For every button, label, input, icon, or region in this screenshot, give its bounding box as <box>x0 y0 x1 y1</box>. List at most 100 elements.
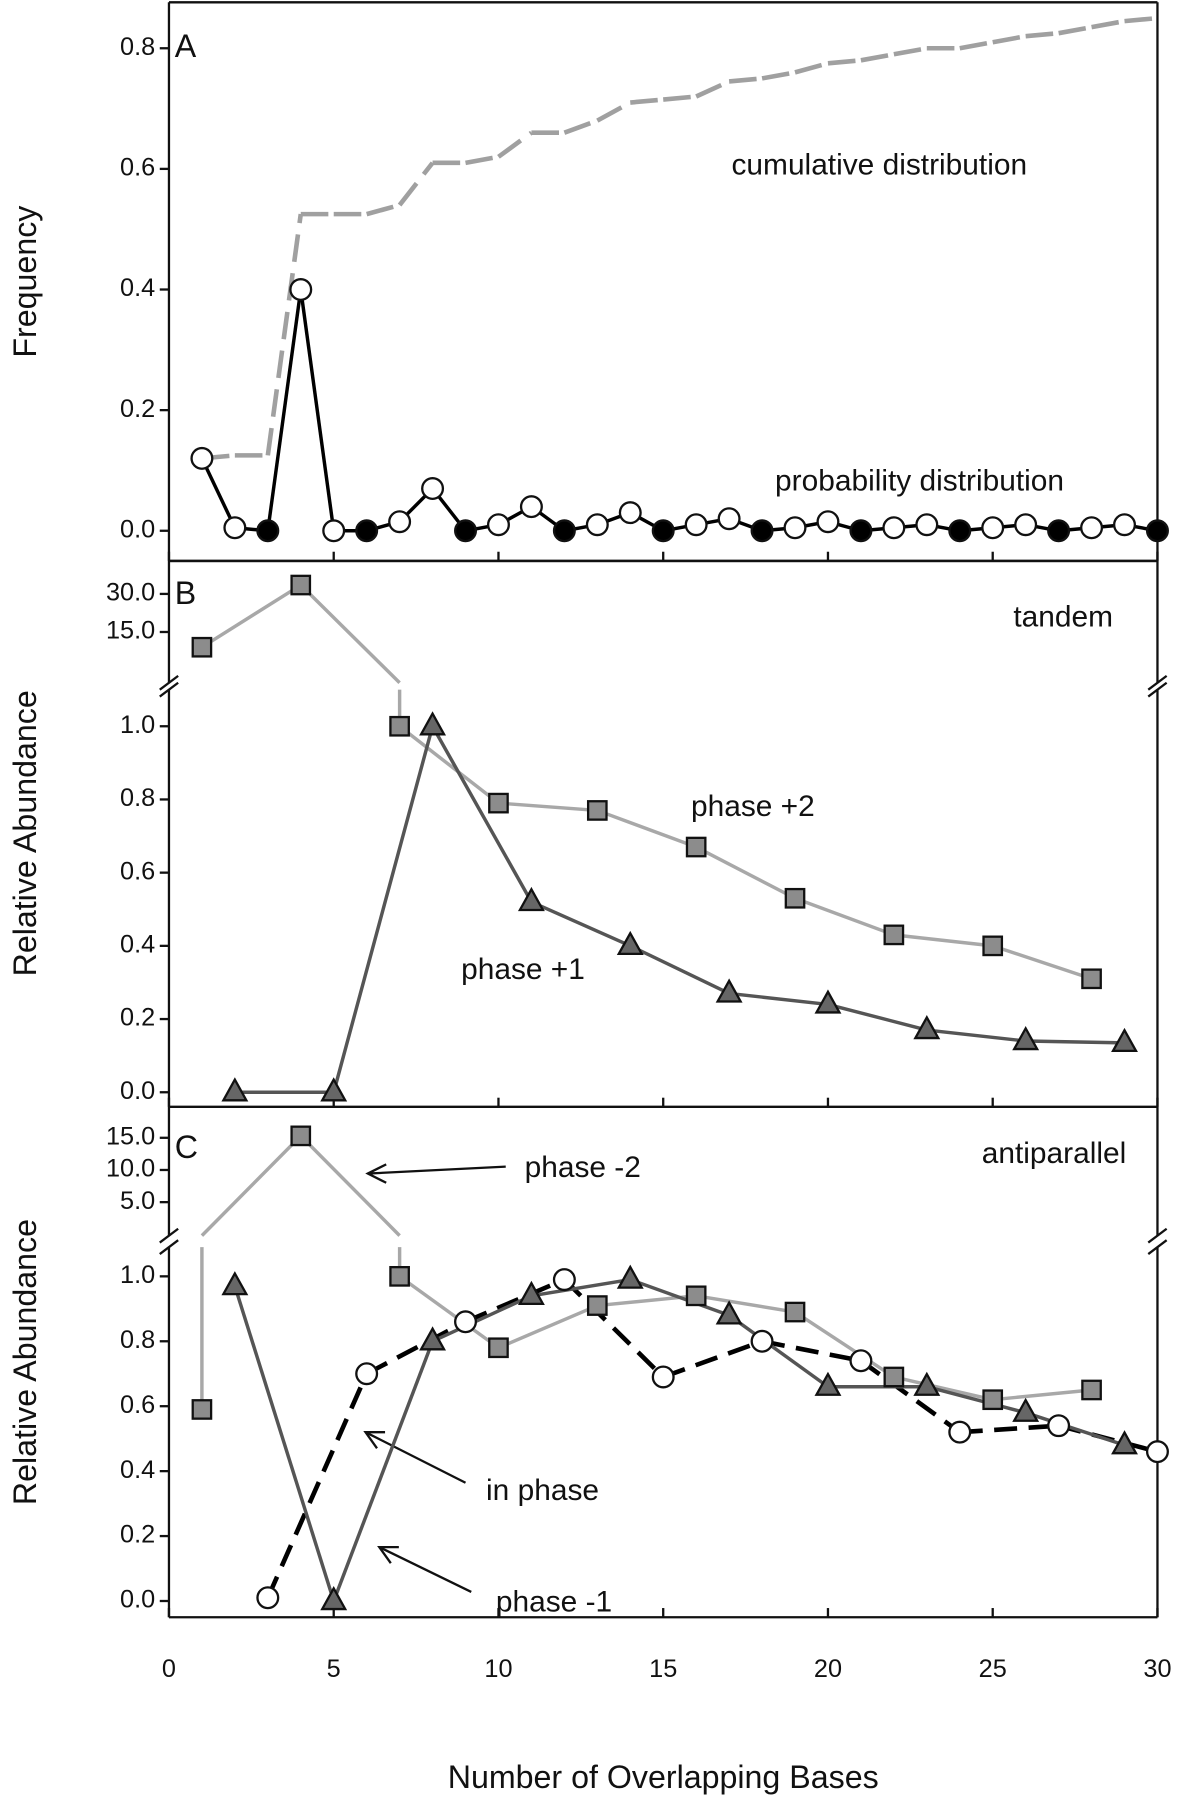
series-line <box>959 39 994 51</box>
series-line <box>695 79 731 99</box>
axis-break <box>1147 681 1168 698</box>
marker <box>552 519 576 543</box>
marker <box>517 886 545 912</box>
marker <box>814 989 842 1014</box>
marker <box>1012 1026 1040 1051</box>
marker <box>355 1362 379 1386</box>
y-tick-label: 0.6 <box>120 154 155 182</box>
arrows <box>363 1163 506 1593</box>
marker <box>488 792 509 814</box>
series-line <box>464 1277 566 1324</box>
series-line <box>728 76 763 84</box>
x-tick-label: 20 <box>814 1655 842 1683</box>
marker <box>289 278 313 302</box>
x-tick-label: 10 <box>484 1655 512 1683</box>
series-line <box>794 61 829 75</box>
marker <box>1012 1397 1040 1422</box>
marker <box>982 935 1004 957</box>
y-tick-label: 0.4 <box>120 274 155 302</box>
series-line <box>1025 30 1059 39</box>
series-line <box>200 457 237 529</box>
marker <box>1047 519 1071 543</box>
series-line <box>299 289 336 531</box>
series-line <box>332 725 435 1093</box>
marker <box>816 510 840 534</box>
series-line <box>531 1277 631 1298</box>
y-tick-label: 0.8 <box>120 33 155 61</box>
series-line <box>431 1294 533 1343</box>
marker <box>750 1329 774 1353</box>
marker <box>419 1326 447 1351</box>
marker <box>618 501 642 525</box>
marker <box>454 519 478 543</box>
series-line <box>827 58 862 66</box>
series-line <box>629 944 730 995</box>
panel-label: A <box>175 28 197 64</box>
series-line <box>265 213 304 456</box>
marker <box>454 1310 478 1334</box>
marker <box>1111 1027 1138 1053</box>
axis-break <box>1147 1239 1168 1255</box>
marker <box>948 1420 972 1444</box>
series-line <box>926 1028 1026 1043</box>
marker <box>948 519 972 543</box>
series-line <box>926 1385 1027 1415</box>
marker <box>784 1301 806 1323</box>
marker <box>221 1271 249 1296</box>
series-line <box>233 1285 336 1602</box>
marker <box>322 519 346 543</box>
axis-break <box>1147 674 1168 691</box>
series-line <box>498 801 598 813</box>
y-axis-label: Frequency <box>7 205 43 358</box>
y-tick-label: 0.6 <box>120 1391 155 1419</box>
series-line <box>596 100 632 123</box>
axis-break <box>159 674 179 691</box>
series-line <box>859 1358 962 1435</box>
marker <box>517 1280 545 1306</box>
axis-break-gap <box>164 682 174 690</box>
series-line <box>992 944 1093 981</box>
y-tick-label: 0.4 <box>120 1456 155 1484</box>
marker <box>1111 1430 1138 1455</box>
series-line <box>695 1294 796 1314</box>
marker <box>685 1285 707 1307</box>
series-line <box>893 1375 994 1402</box>
y-axis-label: Relative Abundance <box>7 1219 43 1505</box>
series-line <box>728 1313 829 1389</box>
marker <box>190 446 214 470</box>
series-line <box>992 33 1027 45</box>
series-line <box>794 896 895 937</box>
y-tick-label: 0.0 <box>120 1586 155 1614</box>
y-tick-label: 10.0 <box>106 1155 155 1183</box>
series-line <box>761 1339 862 1364</box>
series-line <box>398 1274 500 1350</box>
marker <box>552 1268 576 1292</box>
marker <box>519 495 543 519</box>
axis-break-gap <box>164 1235 174 1248</box>
series-line <box>431 725 533 903</box>
series-line <box>200 583 302 649</box>
series-line <box>465 154 499 166</box>
marker <box>320 1585 348 1611</box>
marker <box>715 1300 743 1325</box>
marker <box>389 715 410 737</box>
marker <box>913 1015 941 1040</box>
series-line <box>860 52 895 63</box>
series-label: cumulative distribution <box>732 149 1028 182</box>
y-tick-label: 0.2 <box>120 1004 155 1032</box>
marker <box>651 1365 675 1389</box>
series-label: probability distribution <box>775 465 1064 498</box>
series-line <box>794 1310 895 1379</box>
series-line <box>1025 1411 1126 1447</box>
axis-break-gap <box>1152 1235 1163 1248</box>
y-axis-label: Relative Abundance <box>7 690 43 976</box>
y-tick-label: 0.4 <box>120 931 155 959</box>
marker <box>1014 513 1038 537</box>
series-line <box>761 70 796 81</box>
marker <box>221 1077 249 1102</box>
axis-break <box>159 1239 179 1255</box>
series-line <box>365 1319 467 1376</box>
series-line <box>893 45 928 57</box>
marker <box>849 519 873 543</box>
